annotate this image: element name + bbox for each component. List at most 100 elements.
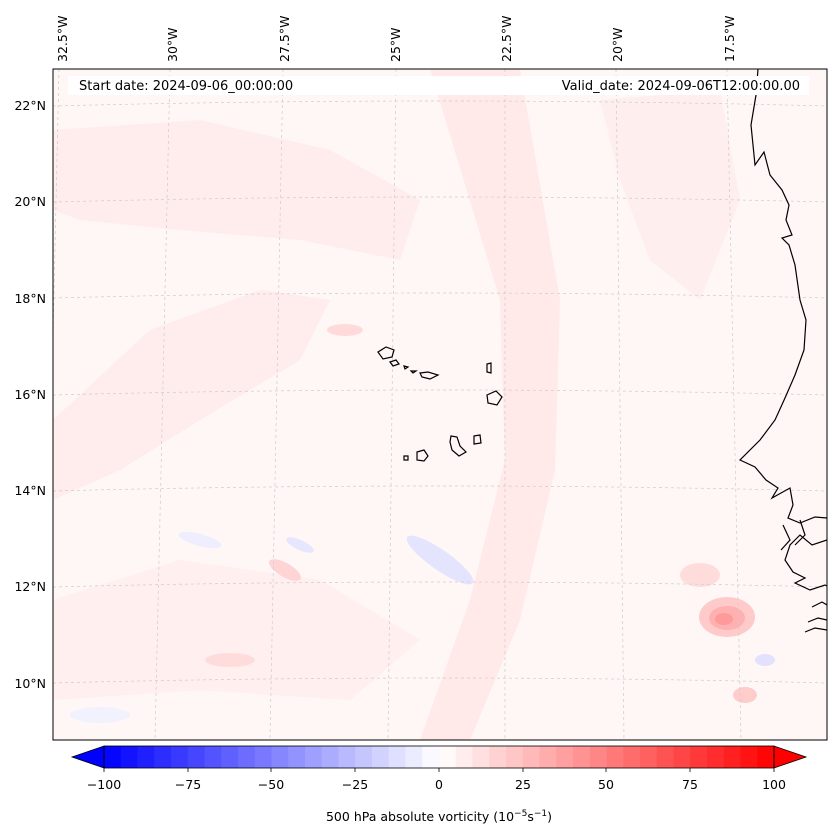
colorbar-segment xyxy=(271,746,289,768)
latitude-gridline xyxy=(53,581,827,588)
colorbar-tick-label: 0 xyxy=(435,777,443,792)
positive-vorticity-cell xyxy=(327,324,363,336)
latitude-gridline xyxy=(53,389,827,396)
positive-vorticity-cell xyxy=(733,687,757,703)
longitude-labels: 32.5°W 30°W 27.5°W 25°W 22.5°W 20°W 17.5… xyxy=(55,16,737,62)
longitude-gridline xyxy=(726,69,742,740)
longitude-gridline xyxy=(387,69,397,740)
valid-date-label: Valid_date: 2024-09-06T12:00:00.00 xyxy=(562,79,800,94)
colorbar-segment xyxy=(187,746,206,768)
colorbar-segment xyxy=(656,746,675,768)
colorbar-tick-label: −50 xyxy=(258,777,284,792)
colorbar-max-extend-arrow xyxy=(773,745,808,769)
negative-vorticity-cell xyxy=(286,537,314,553)
colorbar-segment xyxy=(455,746,474,768)
colorbar-segment xyxy=(120,746,139,768)
colorbar-tick-label: −100 xyxy=(87,777,121,792)
colorbar-segment xyxy=(104,746,122,768)
colorbar-segment xyxy=(640,746,658,768)
colorbar-tick-label: 25 xyxy=(515,777,531,792)
coastline-detail xyxy=(780,519,806,551)
colorbar-segment xyxy=(707,746,725,768)
island-maio xyxy=(473,434,482,445)
colorbar-segments xyxy=(104,746,775,768)
colorbar-segment xyxy=(623,746,641,768)
colorbar-segment xyxy=(405,746,423,768)
guinea-bissau-coast xyxy=(784,534,827,591)
island-sal xyxy=(486,362,492,374)
island-santa-luzia xyxy=(403,365,410,370)
map-panel: Start date: 2024-09-06_00:00:00 Valid_da… xyxy=(52,68,828,741)
island-boa-vista xyxy=(486,390,503,406)
colorbar-label: 500 hPa absolute vorticity (10−5s−1) xyxy=(326,809,552,824)
colorbar-segment xyxy=(757,746,775,768)
positive-vorticity-cell xyxy=(269,559,301,581)
longitude-label: 20°W xyxy=(610,27,625,62)
latitude-label: 16°N xyxy=(14,387,46,402)
colorbar-segment xyxy=(137,746,155,768)
colorbar-segment xyxy=(673,746,691,768)
africa-coastline xyxy=(738,69,827,524)
colorbar-segment xyxy=(573,746,591,768)
latitude-labels: 22°N 20°N 18°N 16°N 14°N 12°N 10°N xyxy=(14,98,46,691)
island-sao-vicente xyxy=(389,359,400,367)
colorbar-segment xyxy=(740,746,758,768)
longitude-gridline xyxy=(154,69,171,740)
latitude-label: 20°N xyxy=(14,194,46,209)
longitude-label: 30°W xyxy=(165,27,180,62)
colorbar-segment xyxy=(305,746,323,768)
latitude-gridline xyxy=(53,485,827,492)
longitude-label: 22.5°W xyxy=(499,16,514,62)
latitude-label: 10°N xyxy=(14,676,46,691)
colorbar-tick-label: −75 xyxy=(175,777,201,792)
latitude-gridline xyxy=(53,677,827,684)
colorbar-segment xyxy=(439,746,457,768)
colorbar-segment xyxy=(606,746,624,768)
latitude-label: 22°N xyxy=(14,98,46,113)
vorticity-band-diagonal xyxy=(420,69,560,740)
colorbar-segment xyxy=(489,746,507,768)
longitude-label: 27.5°W xyxy=(277,16,292,62)
colorbar-segment xyxy=(355,746,373,768)
positive-vorticity-cell xyxy=(205,653,255,667)
map-frame xyxy=(52,68,828,741)
longitude-label: 25°W xyxy=(388,27,403,62)
latitude-gridline xyxy=(53,100,827,107)
positive-vorticity-cell xyxy=(680,563,720,587)
longitude-label: 32.5°W xyxy=(55,16,70,62)
colorbar-segment xyxy=(506,746,524,768)
colorbar-segment xyxy=(221,746,239,768)
vorticity-band-south xyxy=(53,560,420,700)
latitude-label: 14°N xyxy=(14,483,46,498)
colorbar-segment xyxy=(422,746,440,768)
vorticity-band-northwest xyxy=(53,120,420,260)
colorbar-segment xyxy=(171,746,189,768)
colorbar-tick-label: 50 xyxy=(598,777,614,792)
negative-vorticity-cell xyxy=(178,531,222,549)
coastlines xyxy=(738,69,827,633)
colorbar-segment xyxy=(204,746,222,768)
colorbar-segment xyxy=(288,746,306,768)
longitude-gridline xyxy=(269,69,284,740)
colorbar-segment xyxy=(690,746,708,768)
colorbar-segment xyxy=(589,746,608,768)
colorbar-segment xyxy=(238,746,256,768)
vorticity-band-west xyxy=(53,290,330,500)
coastal-islands xyxy=(804,601,827,633)
colorbar-segment xyxy=(154,746,172,768)
colorbar-tick-label: 100 xyxy=(762,777,786,792)
island-fogo xyxy=(416,449,429,462)
colorbar-segment xyxy=(338,746,356,768)
colorbar-segment xyxy=(321,746,340,768)
vorticity-field xyxy=(53,69,775,740)
negative-vorticity-cell xyxy=(70,707,130,723)
island-santo-antao xyxy=(377,346,395,360)
vorticity-max-inner xyxy=(715,613,733,625)
colorbar-min-extend-arrow xyxy=(70,745,105,769)
negative-vorticity-cell xyxy=(755,654,775,666)
island-brava xyxy=(403,455,409,461)
colorbar: −100 −75 −50 −25 0 25 50 75 100 500 hPa … xyxy=(70,745,808,824)
vorticity-band-east xyxy=(600,90,740,300)
colorbar-segment xyxy=(254,746,273,768)
latitude-gridline xyxy=(53,196,827,203)
